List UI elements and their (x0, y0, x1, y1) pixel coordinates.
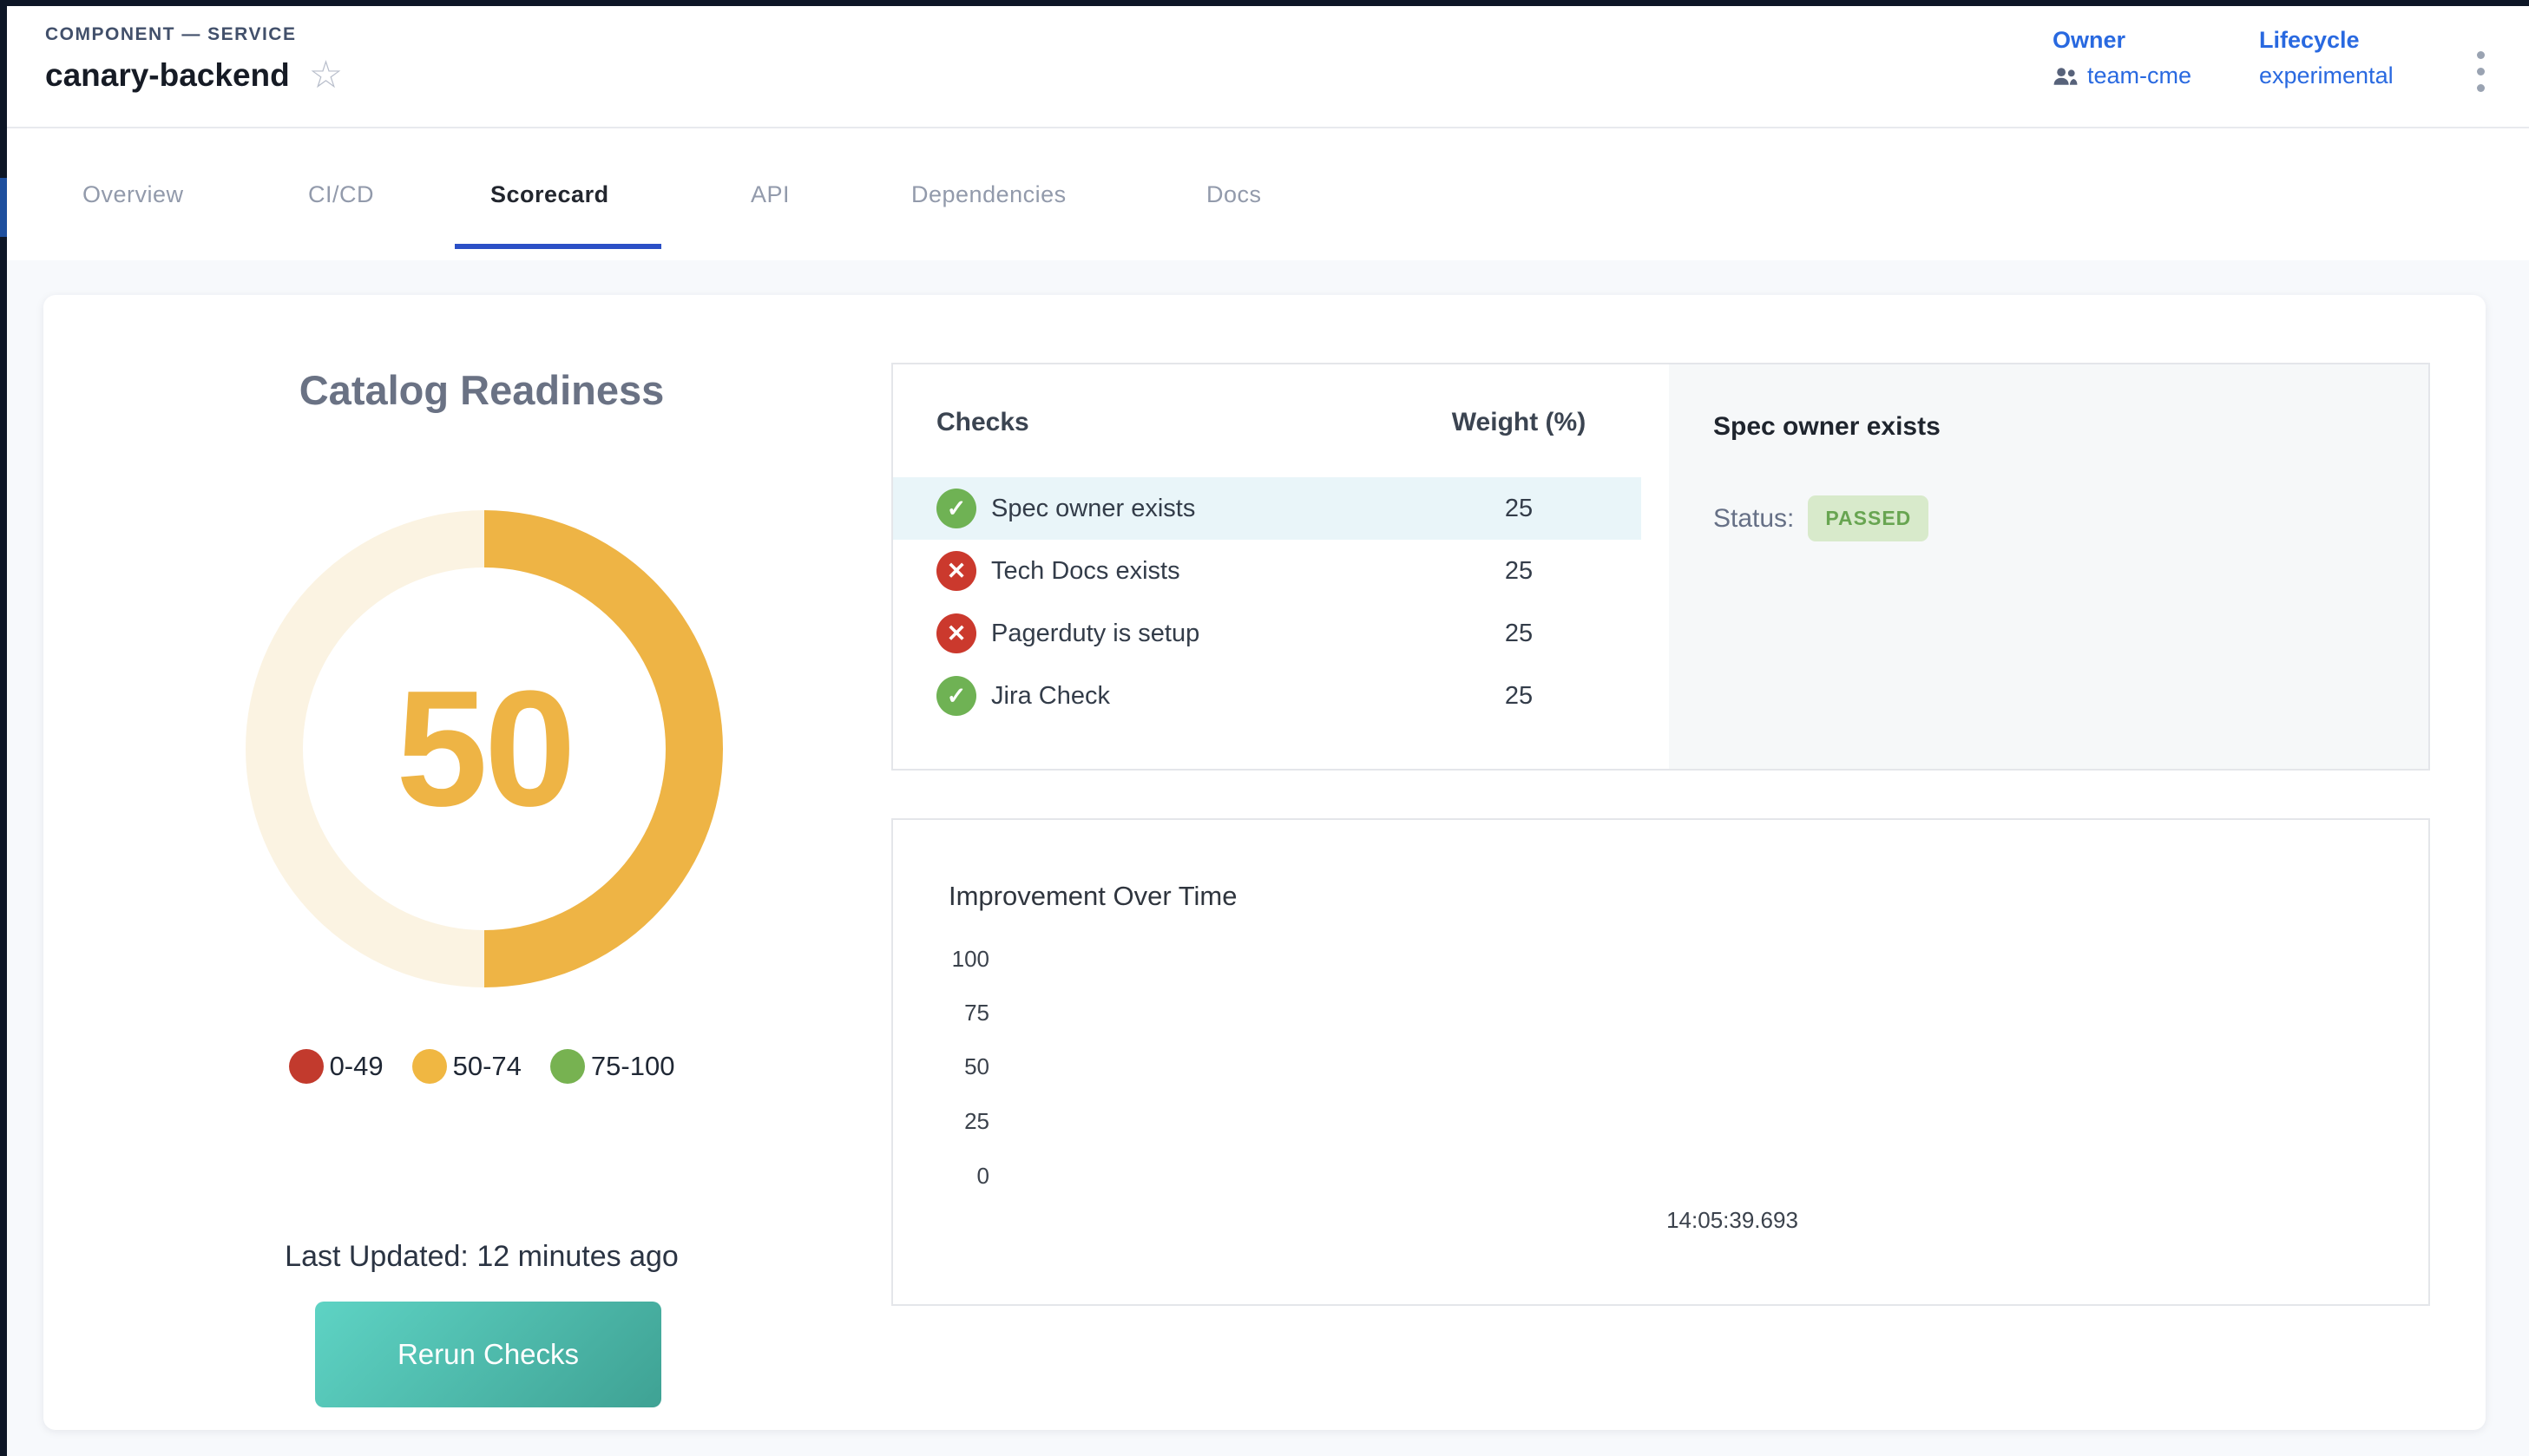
y-axis-tick: 50 (893, 1053, 989, 1080)
legend-item-mid: 50-74 (412, 1049, 522, 1084)
check-failed-icon: ✕ (936, 613, 976, 653)
tab-api[interactable]: API (751, 128, 790, 260)
lifecycle-block: Lifecycle experimental (2259, 27, 2394, 89)
kebab-menu-button[interactable] (2461, 39, 2499, 103)
checks-panel: Checks Weight (%) ✓ Spec owner exists 25… (891, 363, 2430, 771)
legend-red-dot-icon (289, 1049, 324, 1084)
status-badge: PASSED (1808, 495, 1928, 541)
table-row-tech-docs[interactable]: ✕ Tech Docs exists 25 (893, 540, 1669, 602)
readiness-panel: Catalog Readiness 50 0-49 50-74 75-100 L… (43, 295, 920, 1430)
gauge-center: 50 (303, 567, 666, 930)
check-weight: 25 (1423, 495, 1614, 523)
sidebar-active-indicator (0, 178, 7, 237)
legend-label: 50-74 (453, 1051, 522, 1082)
status-label: Status: (1713, 504, 1794, 534)
owner-label: Owner (2053, 27, 2191, 54)
lifecycle-label: Lifecycle (2259, 27, 2394, 54)
legend-label: 75-100 (591, 1051, 675, 1082)
y-axis-tick: 25 (893, 1108, 989, 1135)
owner-block: Owner team-cme (2053, 27, 2191, 89)
top-border (0, 0, 2529, 6)
y-axis-tick: 0 (893, 1163, 989, 1190)
y-axis-tick: 100 (893, 946, 989, 973)
check-detail-title: Spec owner exists (1713, 412, 2428, 442)
star-outline-icon: ☆ (309, 54, 343, 96)
gauge-legend: 0-49 50-74 75-100 (43, 1049, 920, 1084)
breadcrumb: COMPONENT — SERVICE (45, 24, 296, 45)
collapsed-sidebar (0, 0, 7, 1456)
check-weight: 25 (1423, 557, 1614, 586)
tab-cicd[interactable]: CI/CD (308, 128, 374, 260)
legend-yellow-dot-icon (412, 1049, 447, 1084)
y-axis-tick: 75 (893, 1000, 989, 1026)
owner-link[interactable]: team-cme (2087, 62, 2191, 89)
check-name: Pagerduty is setup (991, 620, 1199, 648)
page-header: COMPONENT — SERVICE canary-backend ☆ Own… (7, 6, 2529, 128)
scorecard-card: Catalog Readiness 50 0-49 50-74 75-100 L… (43, 295, 2486, 1430)
tab-overview[interactable]: Overview (82, 128, 184, 260)
kebab-dot-icon (2477, 84, 2485, 92)
chart-title: Improvement Over Time (949, 881, 1237, 912)
check-status-row: Status: PASSED (1713, 495, 2428, 541)
table-row-jira[interactable]: ✓ Jira Check 25 (893, 665, 1669, 727)
improvement-chart-panel: Improvement Over Time 100 75 50 25 0 14:… (891, 818, 2430, 1306)
legend-item-high: 75-100 (550, 1049, 675, 1084)
people-icon (2053, 67, 2079, 86)
gauge-score-value: 50 (396, 654, 572, 843)
favorite-star-button[interactable]: ☆ (309, 56, 343, 95)
rerun-checks-button[interactable]: Rerun Checks (315, 1302, 661, 1407)
checks-table-header: Checks Weight (%) (893, 408, 1669, 437)
check-weight: 25 (1423, 682, 1614, 711)
check-failed-icon: ✕ (936, 551, 976, 591)
page-title: canary-backend (45, 57, 290, 94)
check-weight: 25 (1423, 620, 1614, 648)
table-row-spec-owner[interactable]: ✓ Spec owner exists 25 (893, 477, 1641, 540)
check-name: Tech Docs exists (991, 557, 1180, 586)
checks-table: Checks Weight (%) ✓ Spec owner exists 25… (893, 364, 1669, 769)
legend-green-dot-icon (550, 1049, 585, 1084)
kebab-dot-icon (2477, 68, 2485, 75)
checks-column-header: Checks (936, 408, 1029, 437)
legend-label: 0-49 (330, 1051, 384, 1082)
lifecycle-value: experimental (2259, 62, 2394, 89)
entity-title-row: canary-backend ☆ (45, 56, 343, 95)
tabs-bar: Overview CI/CD Scorecard API Dependencie… (7, 128, 2529, 260)
tab-dependencies[interactable]: Dependencies (911, 128, 1067, 260)
check-name: Jira Check (991, 682, 1110, 711)
scorecard-title: Catalog Readiness (43, 366, 920, 414)
readiness-gauge: 50 (246, 510, 723, 987)
tab-docs[interactable]: Docs (1206, 128, 1262, 260)
check-passed-icon: ✓ (936, 676, 976, 716)
legend-item-low: 0-49 (289, 1049, 384, 1084)
active-tab-underline (455, 244, 661, 249)
x-axis-tick: 14:05:39.693 (1628, 1207, 1836, 1234)
check-passed-icon: ✓ (936, 489, 976, 528)
check-name: Spec owner exists (991, 495, 1195, 523)
weight-column-header: Weight (%) (1423, 408, 1614, 437)
last-updated-text: Last Updated: 12 minutes ago (43, 1240, 920, 1274)
check-detail-panel: Spec owner exists Status: PASSED (1669, 364, 2428, 769)
table-row-pagerduty[interactable]: ✕ Pagerduty is setup 25 (893, 602, 1669, 665)
kebab-dot-icon (2477, 51, 2485, 59)
tab-scorecard[interactable]: Scorecard (490, 128, 609, 260)
